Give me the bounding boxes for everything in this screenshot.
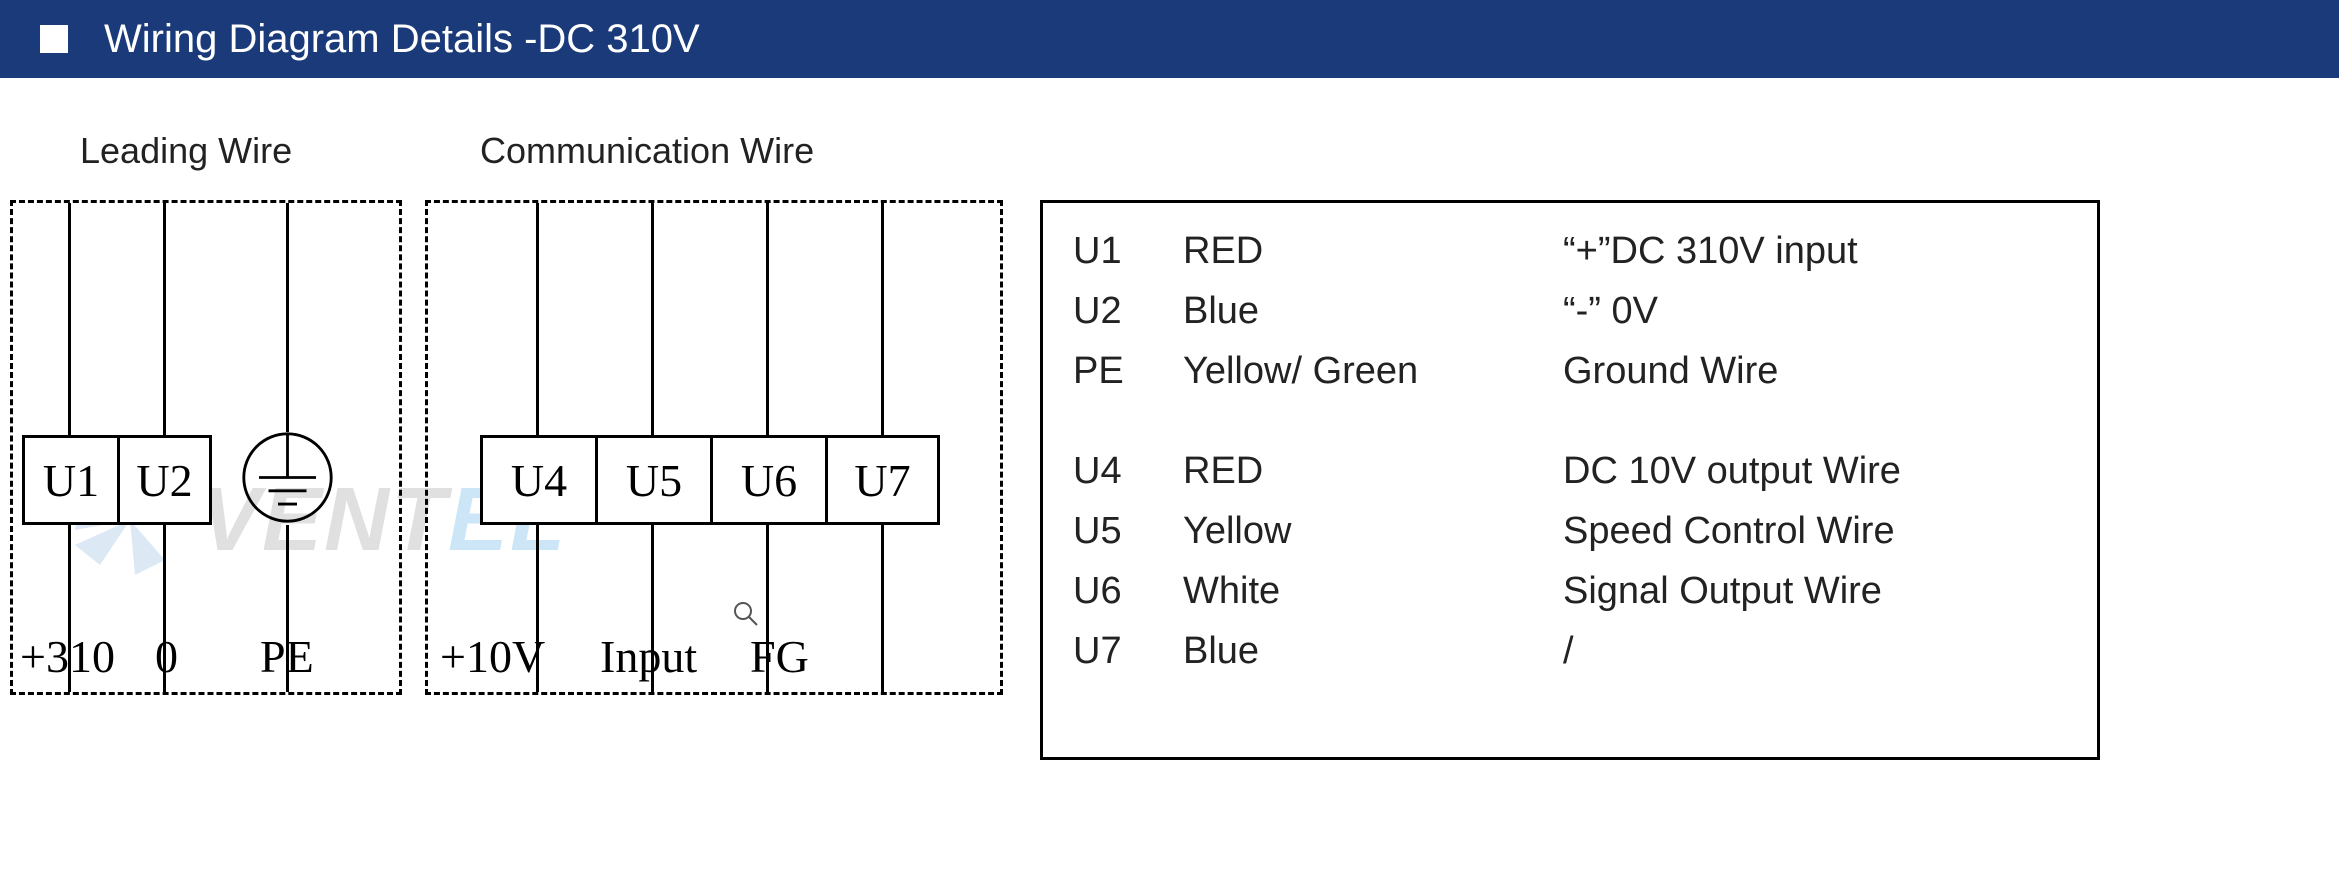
wire-u4-top bbox=[536, 203, 539, 435]
communication-wire-label: Communication Wire bbox=[480, 130, 814, 172]
terminal-u1: U1 bbox=[22, 435, 117, 525]
wire-u7-bottom bbox=[881, 525, 884, 692]
terminal-u5: U5 bbox=[595, 435, 710, 525]
table-row: U6 White Signal Output Wire bbox=[1073, 561, 2067, 621]
wire-u1-top bbox=[68, 203, 71, 435]
label-fg: FG bbox=[750, 630, 809, 683]
cell-color: RED bbox=[1183, 450, 1563, 493]
header-bullet-square bbox=[40, 25, 68, 53]
leading-wire-label: Leading Wire bbox=[80, 130, 292, 172]
cell-pin: U6 bbox=[1073, 570, 1183, 613]
cell-pin: PE bbox=[1073, 350, 1183, 393]
table-row: U7 Blue / bbox=[1073, 621, 2067, 681]
cell-desc: Ground Wire bbox=[1563, 350, 2067, 393]
cell-desc: Signal Output Wire bbox=[1563, 570, 2067, 613]
terminal-u7: U7 bbox=[825, 435, 940, 525]
label-pe: PE bbox=[260, 630, 314, 683]
wire-u2-top bbox=[163, 203, 166, 435]
cell-color: Blue bbox=[1183, 630, 1563, 673]
cell-desc: “+”DC 310V input bbox=[1563, 230, 2067, 273]
magnifier-icon[interactable] bbox=[732, 600, 760, 628]
cell-color: Yellow/ Green bbox=[1183, 350, 1563, 393]
label-0: 0 bbox=[155, 630, 178, 683]
ground-symbol-icon bbox=[240, 430, 335, 525]
terminal-u6: U6 bbox=[710, 435, 825, 525]
cell-desc: / bbox=[1563, 630, 2067, 673]
header-title: Wiring Diagram Details -DC 310V bbox=[104, 17, 700, 62]
cell-pin: U7 bbox=[1073, 630, 1183, 673]
cell-desc: DC 10V output Wire bbox=[1563, 450, 2067, 493]
wire-u5-top bbox=[651, 203, 654, 435]
cell-desc: Speed Control Wire bbox=[1563, 510, 2067, 553]
label-plus10v: +10V bbox=[440, 630, 545, 683]
cell-color: White bbox=[1183, 570, 1563, 613]
cell-pin: U2 bbox=[1073, 290, 1183, 333]
label-plus310: +310 bbox=[20, 630, 115, 683]
wire-u7-top bbox=[881, 203, 884, 435]
wire-u6-top bbox=[766, 203, 769, 435]
cell-color: Blue bbox=[1183, 290, 1563, 333]
cell-pin: U5 bbox=[1073, 510, 1183, 553]
table-row: U1 RED “+”DC 310V input bbox=[1073, 221, 2067, 281]
terminal-u4: U4 bbox=[480, 435, 595, 525]
label-input: Input bbox=[600, 630, 697, 683]
cell-pin: U4 bbox=[1073, 450, 1183, 493]
cell-desc: “-” 0V bbox=[1563, 290, 2067, 333]
table-row: PE Yellow/ Green Ground Wire bbox=[1073, 341, 2067, 401]
table-row: U5 Yellow Speed Control Wire bbox=[1073, 501, 2067, 561]
table-row: U2 Blue “-” 0V bbox=[1073, 281, 2067, 341]
header-bar: Wiring Diagram Details -DC 310V bbox=[0, 0, 2339, 78]
cell-color: Yellow bbox=[1183, 510, 1563, 553]
wire-pe-top bbox=[286, 203, 289, 432]
terminal-u2: U2 bbox=[117, 435, 212, 525]
wire-color-table: U1 RED “+”DC 310V input U2 Blue “-” 0V P… bbox=[1040, 200, 2100, 760]
cell-pin: U1 bbox=[1073, 230, 1183, 273]
cell-color: RED bbox=[1183, 230, 1563, 273]
table-row: U4 RED DC 10V output Wire bbox=[1073, 441, 2067, 501]
